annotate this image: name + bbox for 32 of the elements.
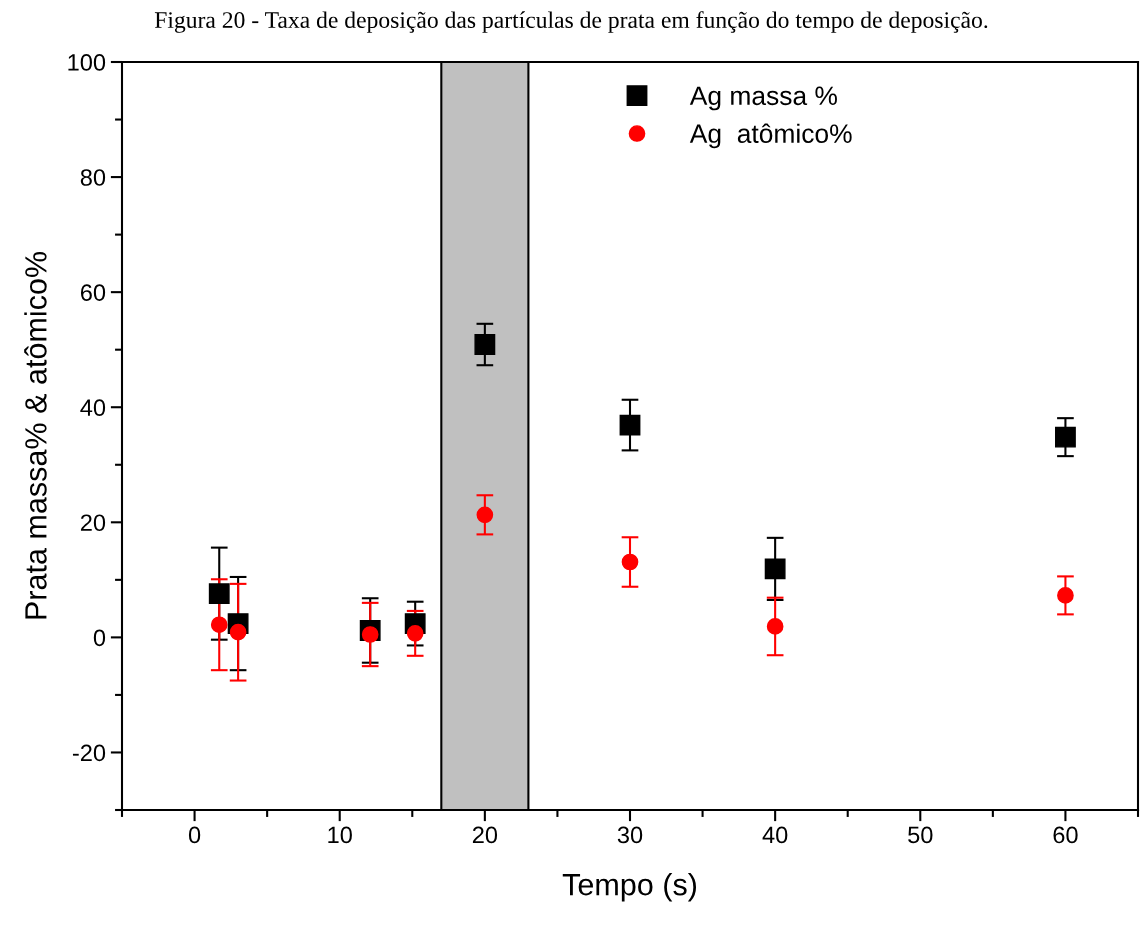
point — [619, 414, 641, 436]
x-tick-label: 30 — [617, 826, 643, 844]
x-tick-label: 50 — [908, 826, 933, 844]
legend-label: Ag massa % — [689, 86, 837, 111]
x-tick-label: 20 — [472, 826, 498, 844]
legend-label: Ag atômico% — [689, 123, 852, 149]
point — [406, 625, 424, 642]
y-axis-title: Prata massa% & atômico% — [24, 251, 47, 619]
point — [361, 626, 379, 643]
point — [766, 618, 784, 635]
point — [621, 553, 639, 571]
x-axis-title: Tempo (s) — [562, 872, 697, 902]
point — [1055, 426, 1076, 448]
x-tick-label: 40 — [762, 826, 788, 844]
y-tick-label: 100 — [68, 54, 106, 71]
chart-title: Figura 20 - Taxa de deposição das partículas de prata em função do tempo de deposição. — [154, 11, 988, 33]
point — [764, 558, 786, 580]
point — [476, 506, 494, 524]
y-tick-label: 0 — [93, 629, 106, 647]
y-tick-label: 60 — [80, 284, 106, 301]
x-tick-label: 10 — [328, 826, 352, 844]
point — [210, 616, 228, 634]
point — [208, 583, 230, 605]
x-tick-label: 60 — [1053, 826, 1078, 844]
y-tick-label: -20 — [72, 744, 106, 762]
point — [229, 623, 247, 641]
x-tick-label: 0 — [188, 826, 201, 844]
point — [474, 334, 496, 355]
y-tick-label: 80 — [80, 169, 106, 186]
point — [1057, 587, 1074, 604]
y-tick-label: 20 — [80, 514, 106, 532]
y-tick-label: 40 — [80, 399, 106, 417]
